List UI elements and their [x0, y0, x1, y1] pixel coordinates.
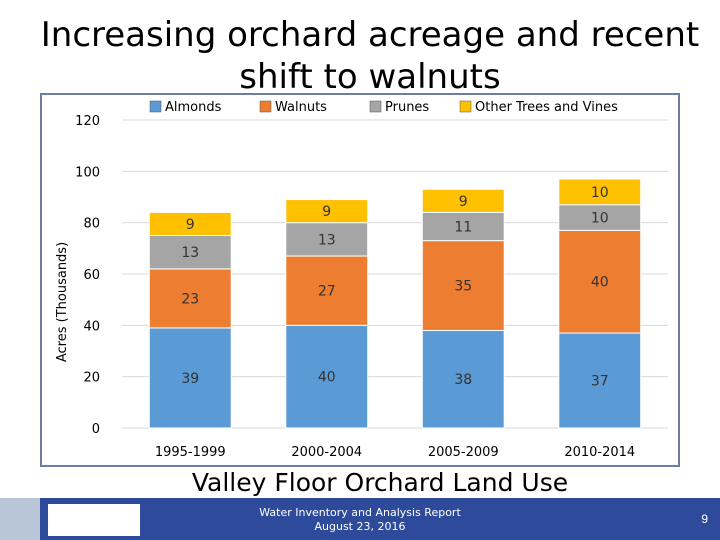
data-label: 9 [322, 204, 331, 220]
bar-segment [558, 204, 642, 231]
slide-title: Increasing orchard acreage and recent sh… [40, 14, 700, 98]
data-label: 37 [591, 374, 609, 390]
data-label: 13 [181, 245, 199, 261]
stacked-bar-chart: 0 20 40 60 80 100 120 Acres (Thousands) 39 23 13 9 1… [55, 100, 668, 460]
data-label: 9 [459, 194, 468, 210]
x-tick-label: 2010-2014 [564, 445, 635, 460]
bar-segment [421, 188, 505, 213]
bar-segment [285, 222, 369, 257]
y-tick-label: 0 [92, 422, 100, 437]
data-label: 39 [181, 371, 199, 387]
x-tick-label: 1995-1999 [155, 445, 226, 460]
slide-title-line-1: Increasing orchard acreage and recent [40, 15, 700, 55]
data-label: 11 [454, 220, 472, 236]
bar-segment [285, 255, 369, 326]
y-tick-label: 100 [75, 165, 100, 180]
legend-swatch [259, 100, 272, 113]
legend-swatch [459, 100, 472, 113]
footer-date: August 23, 2016 [314, 520, 406, 533]
chart-frame: 0 20 40 60 80 100 120 Acres (Thousands) 39 23 13 9 1… [40, 93, 680, 467]
y-tick-label: 120 [75, 114, 100, 129]
y-axis-label: Acres (Thousands) [55, 242, 70, 362]
butte-county-logo [0, 498, 40, 540]
data-label: 23 [181, 291, 199, 307]
footer-bar: Water Inventory and Analysis Report Augu… [0, 498, 720, 540]
data-label: 10 [591, 211, 609, 227]
chart-subtitle: Valley Floor Orchard Land Use [191, 468, 569, 497]
bar-segment [558, 178, 642, 206]
y-tick-label: 80 [83, 217, 100, 232]
bar-segment [558, 229, 642, 334]
legend-label: Prunes [385, 100, 429, 115]
data-label: 27 [318, 284, 336, 300]
bar-segment [148, 211, 232, 237]
bar-segment [148, 327, 232, 429]
bar-segment [421, 329, 505, 429]
data-label: 35 [454, 279, 472, 295]
legend-swatch [149, 100, 162, 113]
davids-logo [48, 504, 140, 536]
y-tick-label: 60 [83, 268, 100, 283]
y-tick-label: 20 [83, 371, 100, 386]
data-label: 40 [591, 275, 609, 291]
footer-report-name: Water Inventory and Analysis Report [259, 506, 461, 519]
y-tick-label: 40 [83, 319, 100, 334]
legend-label: Walnuts [275, 100, 327, 115]
bar-segment [558, 332, 642, 429]
footer-text: Water Inventory and Analysis Report Augu… [220, 506, 500, 534]
data-label: 9 [186, 217, 195, 233]
data-label: 38 [454, 372, 472, 388]
bar-segment [285, 324, 369, 429]
x-tick-label: 2000-2004 [291, 445, 362, 460]
slide-title-line-2: shift to walnuts [239, 57, 501, 97]
bar-segment [421, 211, 505, 242]
x-tick-label: 2005-2009 [428, 445, 499, 460]
bar-segment [421, 240, 505, 331]
legend-label: Other Trees and Vines [475, 100, 618, 115]
bar-segment [148, 268, 232, 329]
data-label: 10 [591, 185, 609, 201]
data-label: 13 [318, 232, 336, 248]
legend-swatch [369, 100, 382, 113]
legend-label: Almonds [165, 100, 222, 115]
data-label: 40 [318, 370, 336, 386]
bar-segment [148, 235, 232, 270]
bar-segment [285, 199, 369, 224]
page-number: 9 [701, 512, 708, 526]
